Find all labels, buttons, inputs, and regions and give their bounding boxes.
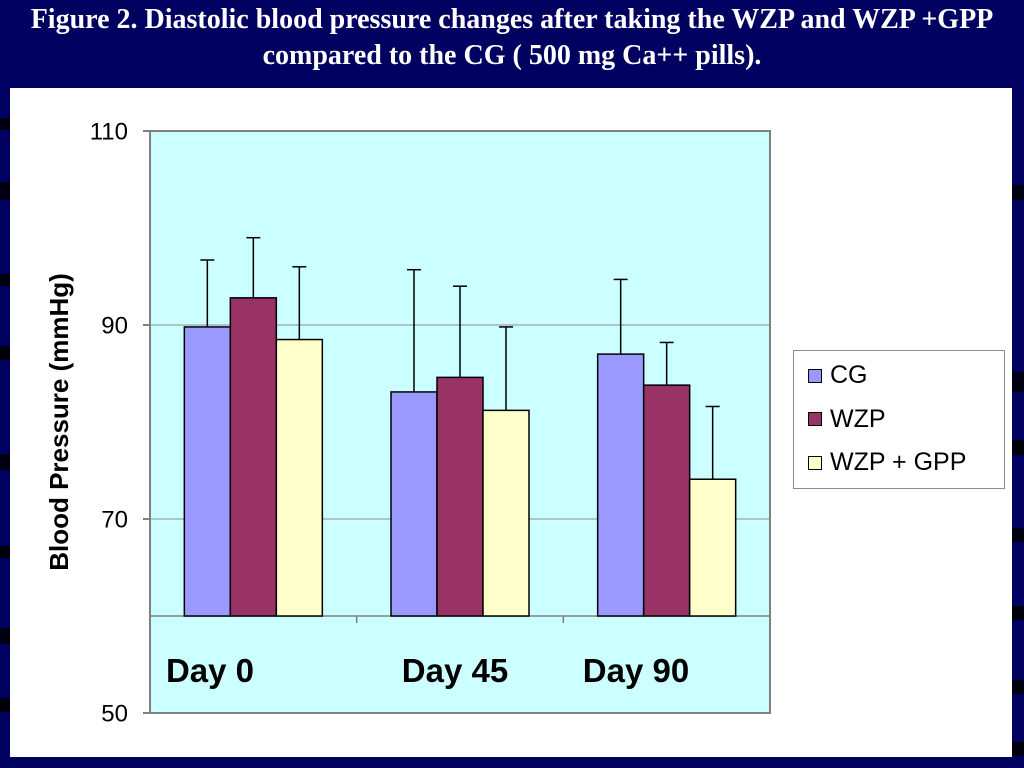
bar-wzp-day-45: [436, 376, 484, 617]
legend-item-cg: CG: [808, 354, 1004, 398]
bar-wzp-day-0: [229, 297, 278, 617]
error-bar-wzp-day-0: [246, 236, 261, 298]
slide-title: Figure 2. Diastolic blood pressure chang…: [30, 4, 994, 71]
legend-swatch-wzp-gpp: [808, 455, 822, 470]
slide-edge-decoration-right: [1012, 88, 1024, 768]
y-tick-label-110: 110: [90, 119, 128, 146]
legend-label-cg: CG: [830, 361, 868, 390]
error-bar-wzp-gpp-day-90: [705, 405, 720, 480]
error-bar-cg-day-90: [613, 278, 628, 355]
y-tick-label-70: 70: [101, 507, 128, 534]
category-label-day-90: Day 90: [583, 652, 689, 689]
y-axis-title: Blood Pressure (mmHg): [44, 273, 74, 571]
y-tick-label-90: 90: [101, 313, 128, 340]
bar-wzp-gpp-day-90: [688, 478, 737, 617]
bar-cg-day-0: [183, 326, 232, 617]
error-bar-cg-day-0: [200, 259, 215, 327]
error-bar-wzp-gpp-day-0: [292, 266, 307, 340]
error-bar-wzp-day-45: [453, 285, 467, 378]
category-label-day-0: Day 0: [166, 652, 254, 689]
error-bar-cg-day-45: [407, 268, 421, 392]
bar-cg-day-45: [390, 391, 438, 617]
error-bar-wzp-gpp-day-45: [499, 326, 513, 411]
category-label-day-45: Day 45: [402, 652, 508, 689]
legend-item-wzp: WZP: [808, 398, 1004, 442]
bar-wzp-gpp-day-45: [482, 409, 530, 617]
legend-label-wzp-gpp: WZP + GPP: [830, 448, 967, 477]
y-tick-label-50: 50: [101, 701, 128, 728]
slide-edge-decoration-left: [0, 88, 10, 768]
error-bar-wzp-day-90: [659, 341, 674, 386]
bar-cg-day-90: [596, 353, 645, 617]
legend-swatch-wzp: [808, 412, 822, 427]
bar-wzp-gpp-day-0: [275, 338, 324, 617]
legend-item-wzp-gpp: WZP + GPP: [808, 441, 1004, 485]
legend-swatch-cg: [808, 368, 822, 383]
bar-wzp-day-90: [642, 384, 691, 617]
legend-label-wzp: WZP: [830, 404, 886, 433]
plot-border: [149, 130, 771, 714]
legend: CG WZP WZP + GPP: [793, 350, 1005, 489]
